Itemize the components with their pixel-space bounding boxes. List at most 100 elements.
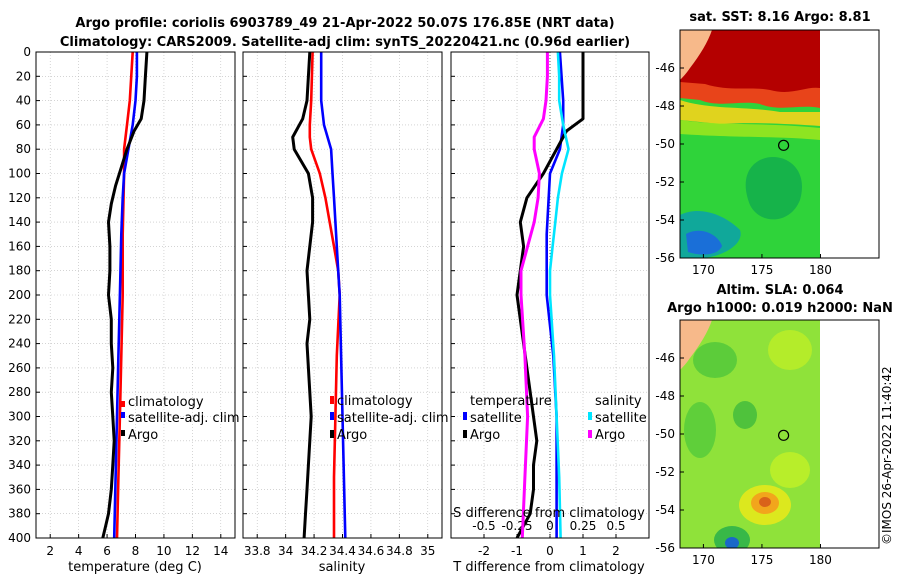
sst-map-panel: sat. SST: 8.16 Argo: 8.81 170 175 180 -46 -4… xyxy=(655,10,880,277)
map-x-tick-label: 180 xyxy=(809,553,832,567)
map-y-tick-label: -54 xyxy=(655,503,675,517)
sst-yellow-front xyxy=(680,100,820,126)
sst-argo-position-marker xyxy=(777,139,790,151)
map-x-tick-label: 175 xyxy=(750,263,773,277)
y-tick-label: 400 xyxy=(8,531,31,545)
legend-s-argo: Argo xyxy=(595,428,625,443)
legend-salinity-title: salinity xyxy=(595,394,642,409)
y-tick-label: 260 xyxy=(8,361,31,375)
temperature-panel: 0 20 40 60 80 100 120 140 160 180 200 220 240 260 280 3… xyxy=(8,45,240,575)
series-group xyxy=(515,52,585,538)
y-tick-label: 300 xyxy=(8,410,31,424)
x-tick-label: 34.6 xyxy=(358,544,385,558)
sst-cool-eddy xyxy=(745,156,802,220)
series-line-satellite-adj-clim xyxy=(112,52,139,538)
x-tick-label: -2 xyxy=(478,544,490,558)
map-y-tick-label: -56 xyxy=(655,251,675,265)
salinity-plot: 33.8 34 34.2 34.4 34.6 34.8 35 xyxy=(243,51,442,558)
sla-low-spot xyxy=(733,401,757,429)
x-tick-label: 34.4 xyxy=(329,544,356,558)
temperature-axes-box xyxy=(35,51,236,539)
y-tick-label: 20 xyxy=(16,69,31,83)
y-tick-label: 140 xyxy=(8,215,31,229)
y-tick-label: 340 xyxy=(8,458,31,472)
y-tick-label: 360 xyxy=(8,482,31,496)
sla-high-spot xyxy=(770,452,810,488)
map-x-tick-label: 170 xyxy=(692,553,715,567)
top-tick-label: -0.5 xyxy=(472,519,495,533)
sla-map-ticks: 170 175 180 -46 -48 -50 -52 -54 -56 xyxy=(655,351,832,567)
y-tick-label: 160 xyxy=(8,239,31,253)
series-line-climatology xyxy=(308,52,342,538)
temperature-plot: 0 20 40 60 80 100 120 140 160 180 200 220 240 260 280 3… xyxy=(8,45,235,558)
salinity-xlabel: salinity xyxy=(319,560,366,575)
series-group xyxy=(101,52,149,538)
x-tick-label: 6 xyxy=(103,544,111,558)
sla-low-blob xyxy=(693,342,737,378)
map-y-tick-label: -48 xyxy=(655,389,675,403)
sla-map-title: Altim. SLA: 0.064 xyxy=(717,283,844,298)
difference-legend: temperature satellite Argo salinity sate… xyxy=(463,394,647,443)
map-y-tick-label: -52 xyxy=(655,175,675,189)
map-y-tick-label: -48 xyxy=(655,99,675,113)
map-x-tick-label: 170 xyxy=(692,263,715,277)
sla-map-panel: Altim. SLA: 0.064 Argo h1000: 0.019 h200… xyxy=(655,283,892,567)
sla-high-blob xyxy=(768,330,812,370)
y-tick-label: 380 xyxy=(8,507,31,521)
y-tick-label: 280 xyxy=(8,385,31,399)
x-tick-label: 0 xyxy=(546,544,554,558)
x-tick-label: 34 xyxy=(278,544,293,558)
s-difference-label: S difference from climatology xyxy=(453,506,645,521)
legend-temperature-title: temperature xyxy=(470,394,552,409)
salinity-panel: 33.8 34 34.2 34.4 34.6 34.8 35 salinity climat… xyxy=(242,51,449,575)
sst-coldest-patch xyxy=(686,230,722,255)
x-tick-label: 14 xyxy=(213,544,228,558)
map-y-tick-label: -46 xyxy=(655,351,675,365)
difference-axes-box xyxy=(450,51,650,539)
sst-map-title: sat. SST: 8.16 Argo: 8.81 xyxy=(689,10,870,25)
title-line1: Argo profile: coriolis 6903789_49 21-Apr… xyxy=(75,16,614,31)
map-x-tick-label: 180 xyxy=(809,263,832,277)
y-tick-label: 120 xyxy=(8,191,31,205)
difference-plot: -2 -1 0 1 2-0.5 -0.25 0 0.25 0.5 xyxy=(451,51,649,558)
salinity-axes-box xyxy=(242,51,443,539)
x-tick-label: 12 xyxy=(185,544,200,558)
x-tick-label: 4 xyxy=(75,544,83,558)
x-tick-label: 34.2 xyxy=(301,544,328,558)
x-tick-label: 8 xyxy=(132,544,140,558)
sst-no-data xyxy=(820,30,879,258)
x-tick-label: 35 xyxy=(420,544,435,558)
legend-satellite-adj: satellite-adj. clim xyxy=(128,411,240,426)
sla-map-field xyxy=(680,320,879,548)
x-tick-label: 2 xyxy=(612,544,620,558)
map-y-tick-label: -50 xyxy=(655,137,675,151)
sst-lime-band xyxy=(680,120,820,140)
x-tick-label: 2 xyxy=(46,544,54,558)
y-tick-label: 80 xyxy=(16,142,31,156)
legend-climatology: climatology xyxy=(337,394,413,409)
sla-no-data xyxy=(820,320,879,548)
x-tick-label: 1 xyxy=(579,544,587,558)
sla-land xyxy=(680,320,712,370)
y-tick-label: 40 xyxy=(16,94,31,108)
series-line-temperature-argo xyxy=(515,52,585,538)
map-y-tick-label: -54 xyxy=(655,213,675,227)
x-tick-label: 10 xyxy=(156,544,171,558)
temperature-xlabel: temperature (deg C) xyxy=(68,560,202,575)
top-tick-label: 0.25 xyxy=(570,519,597,533)
sla-hot-core xyxy=(759,497,771,507)
series-line-satellite-adj-clim xyxy=(319,52,347,538)
map-y-tick-label: -52 xyxy=(655,465,675,479)
y-tick-label: 220 xyxy=(8,312,31,326)
legend-t-satellite: satellite xyxy=(470,411,522,426)
x-tick-label: 33.8 xyxy=(244,544,271,558)
sla-low-band xyxy=(684,402,716,458)
difference-panel: -2 -1 0 1 2-0.5 -0.25 0 0.25 0.5 T difference fr… xyxy=(450,51,650,575)
y-tick-label: 60 xyxy=(16,118,31,132)
title-line2: Climatology: CARS2009. Satellite-adj cli… xyxy=(60,35,630,50)
y-tick-label: 180 xyxy=(8,264,31,278)
y-tick-label: 240 xyxy=(8,337,31,351)
sla-map-subtitle: Argo h1000: 0.019 h2000: NaN xyxy=(667,301,893,316)
legend-t-argo: Argo xyxy=(470,428,500,443)
